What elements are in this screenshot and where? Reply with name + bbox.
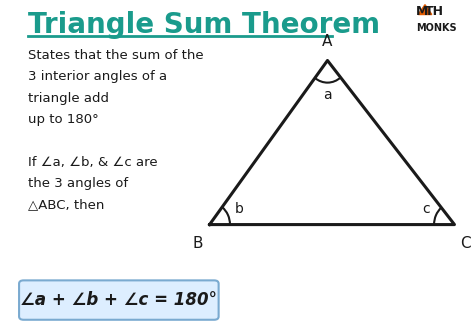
- Text: 3 interior angles of a: 3 interior angles of a: [28, 70, 167, 83]
- Text: △ABC, then: △ABC, then: [28, 198, 105, 211]
- Text: C: C: [461, 236, 471, 251]
- Text: MONKS: MONKS: [416, 23, 456, 33]
- Text: TH: TH: [425, 5, 444, 18]
- Text: A: A: [322, 34, 333, 49]
- Text: M: M: [416, 5, 428, 18]
- Text: triangle add: triangle add: [28, 92, 109, 105]
- Text: c: c: [422, 202, 429, 216]
- Text: B: B: [193, 236, 203, 251]
- Text: ∠a + ∠b + ∠c = 180°: ∠a + ∠b + ∠c = 180°: [20, 291, 218, 309]
- Text: the 3 angles of: the 3 angles of: [28, 177, 128, 190]
- Text: Triangle Sum Theorem: Triangle Sum Theorem: [28, 11, 380, 39]
- Text: If ∠a, ∠b, & ∠c are: If ∠a, ∠b, & ∠c are: [28, 156, 158, 169]
- Text: b: b: [235, 202, 243, 216]
- Text: States that the sum of the: States that the sum of the: [28, 49, 204, 62]
- Polygon shape: [418, 5, 432, 15]
- Text: up to 180°: up to 180°: [28, 113, 99, 126]
- Text: a: a: [323, 88, 332, 102]
- FancyBboxPatch shape: [19, 280, 219, 320]
